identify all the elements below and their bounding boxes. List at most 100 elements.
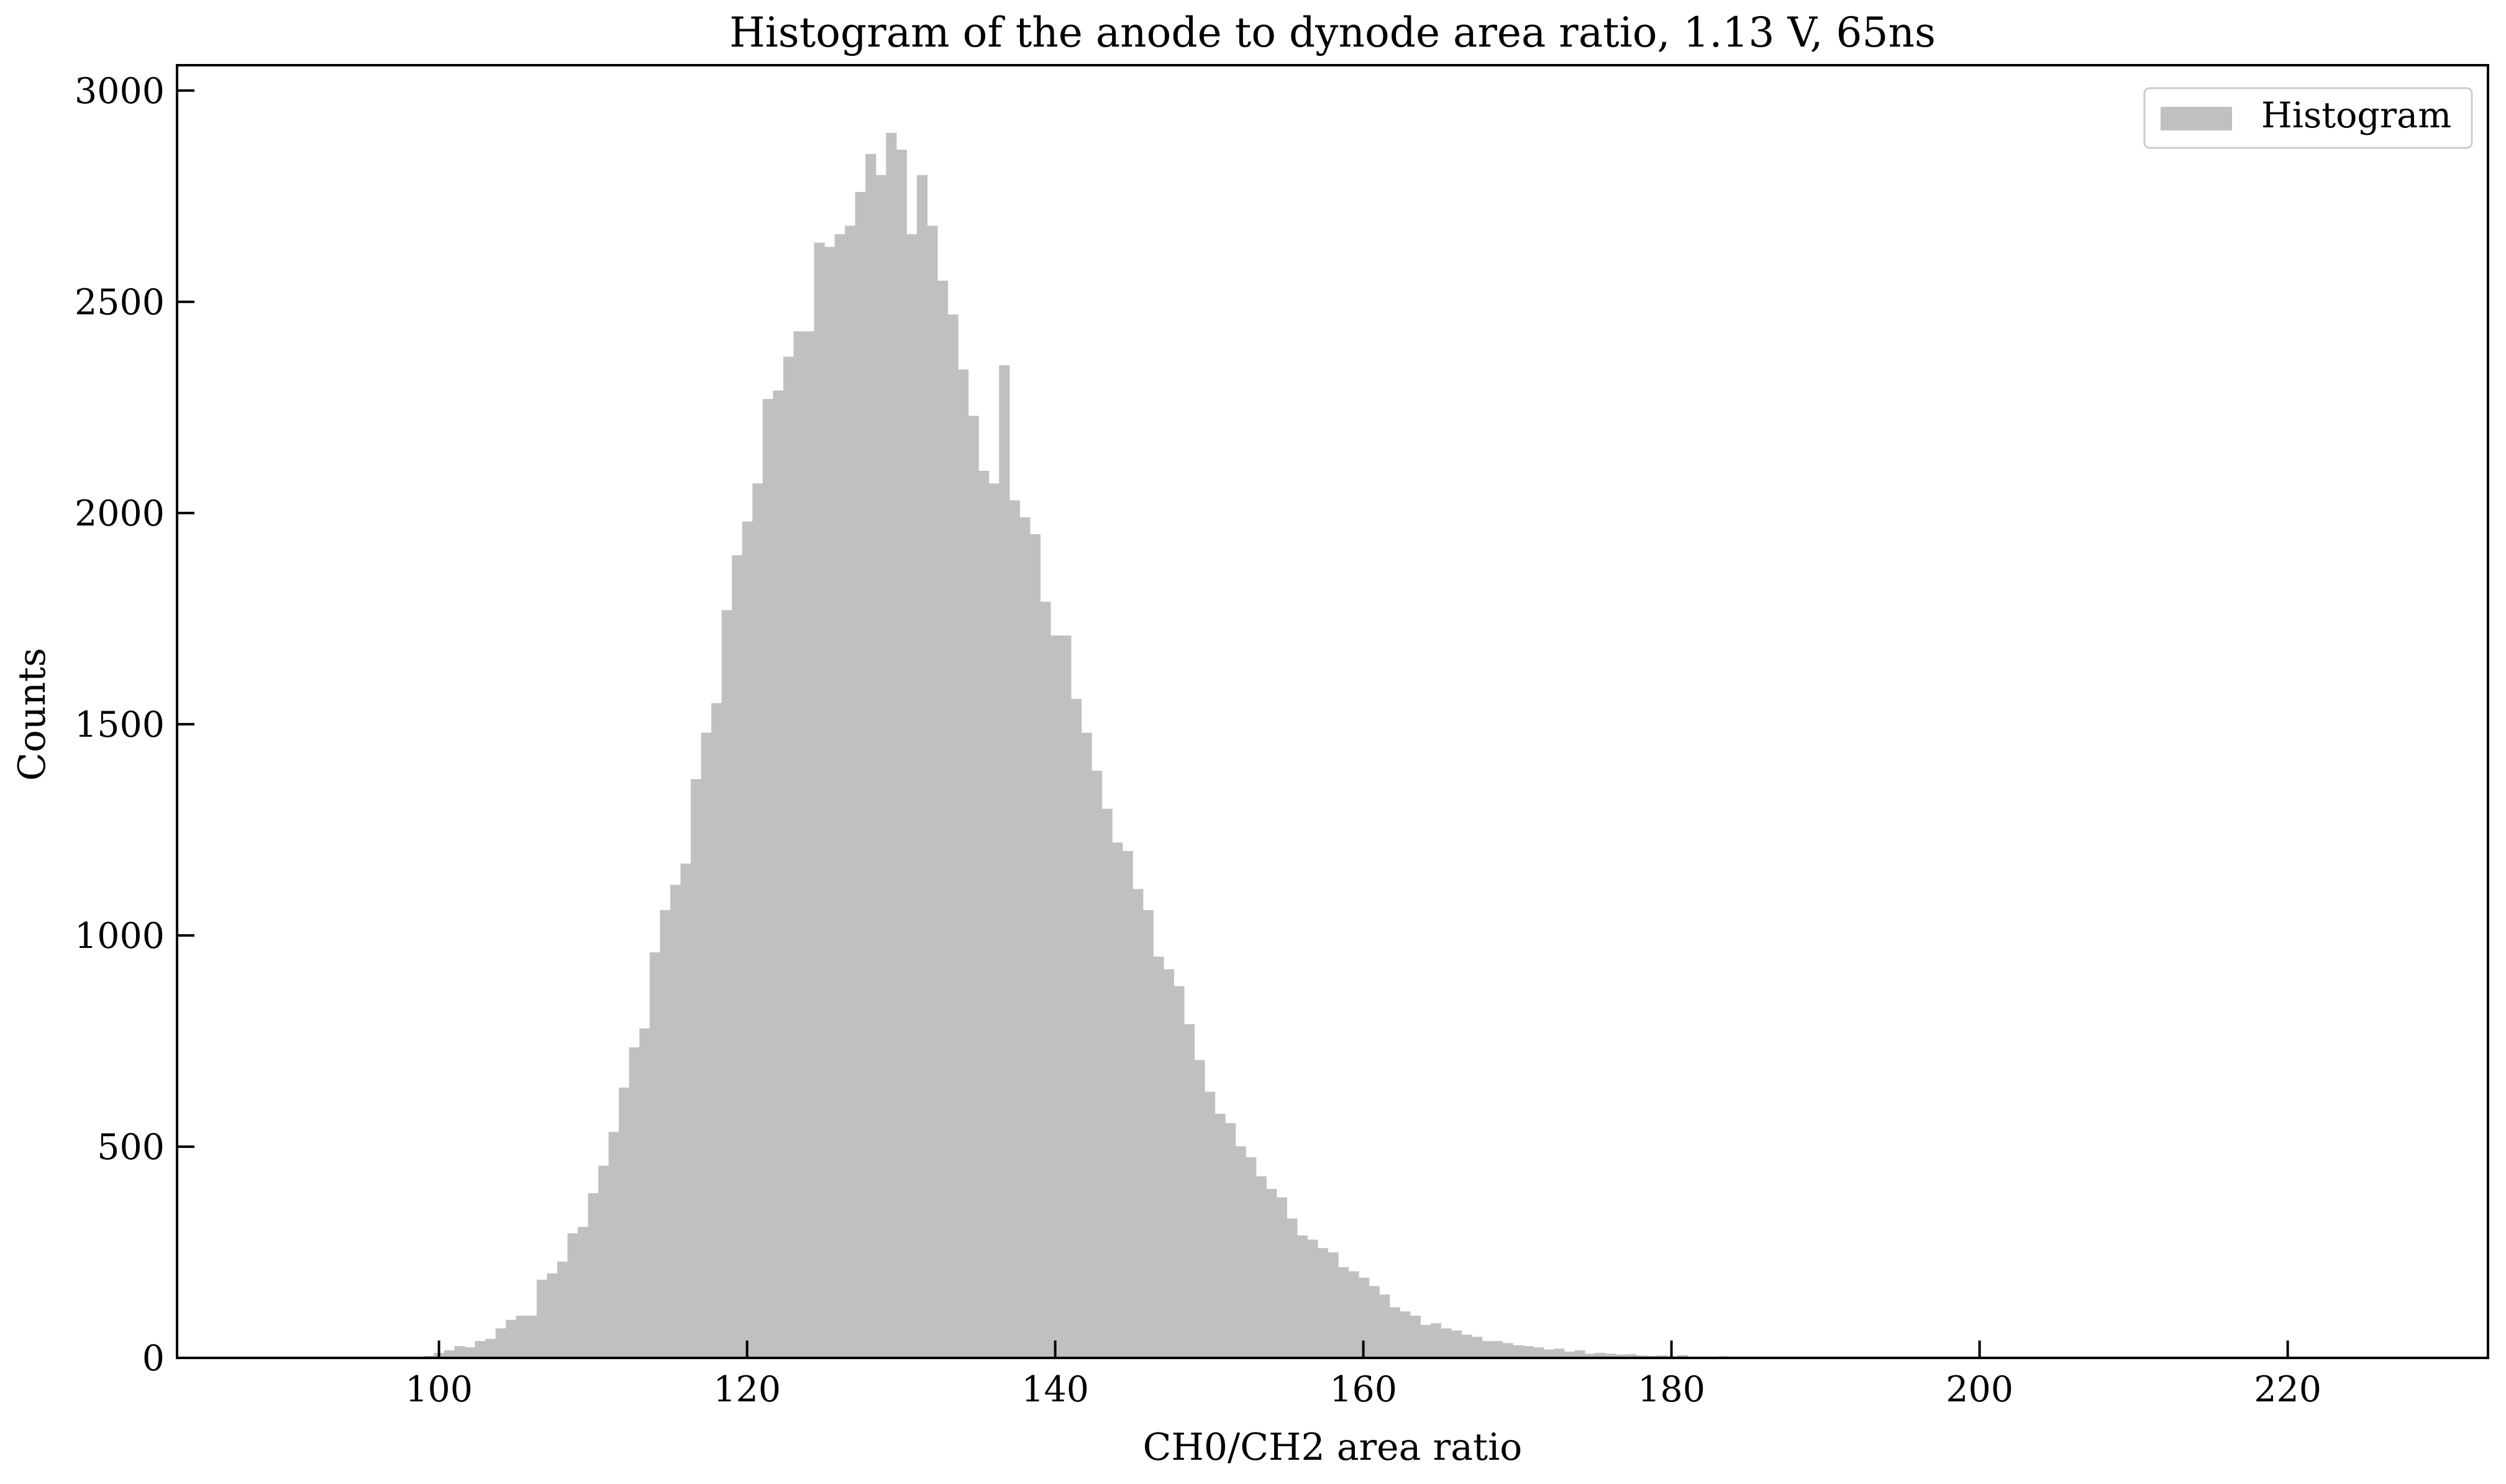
histogram-bar bbox=[1317, 1248, 1329, 1358]
histogram-bar bbox=[1523, 1345, 1534, 1358]
histogram-bar bbox=[1615, 1354, 1626, 1358]
histogram-bar bbox=[536, 1280, 547, 1358]
legend-box bbox=[2143, 87, 2473, 149]
histogram-bar bbox=[916, 175, 928, 1358]
histogram-bar bbox=[557, 1261, 568, 1358]
histogram-bar bbox=[598, 1165, 609, 1358]
histogram-bar bbox=[783, 357, 794, 1358]
histogram-bar bbox=[454, 1345, 465, 1358]
x-tick-label: 180 bbox=[1638, 1369, 1705, 1410]
histogram-bar bbox=[1430, 1323, 1442, 1358]
histogram-bar bbox=[1246, 1157, 1257, 1358]
histogram-bar bbox=[1225, 1122, 1236, 1358]
histogram-bar bbox=[927, 225, 938, 1358]
histogram-bar bbox=[506, 1319, 517, 1358]
histogram-bar bbox=[485, 1339, 496, 1358]
histogram-bar bbox=[1296, 1235, 1308, 1358]
y-axis-label: Counts bbox=[11, 648, 54, 781]
y-tick-label: 1500 bbox=[75, 704, 165, 745]
histogram-bar bbox=[578, 1227, 589, 1358]
histogram-bar bbox=[660, 910, 671, 1358]
histogram-bar bbox=[1359, 1277, 1370, 1358]
histogram-bar bbox=[803, 331, 815, 1359]
histogram-bar bbox=[629, 1047, 640, 1358]
histogram-bar bbox=[1060, 635, 1072, 1358]
histogram-bar bbox=[1214, 1113, 1226, 1358]
histogram-bar bbox=[1626, 1354, 1637, 1358]
histogram-bar bbox=[526, 1315, 537, 1358]
histogram-bar bbox=[978, 470, 990, 1358]
y-tick-label: 500 bbox=[97, 1127, 165, 1168]
histogram-bar bbox=[588, 1193, 599, 1358]
histogram-bar bbox=[690, 779, 702, 1358]
histogram-bar bbox=[1656, 1355, 1668, 1358]
y-tick-label: 2000 bbox=[75, 493, 165, 534]
histogram-bar bbox=[886, 132, 897, 1358]
histogram-bar bbox=[732, 555, 743, 1358]
histogram-bar bbox=[1132, 889, 1144, 1358]
histogram-bar bbox=[1420, 1324, 1431, 1358]
histogram-bar bbox=[475, 1341, 486, 1358]
histogram-bar bbox=[793, 331, 804, 1359]
histogram-bar bbox=[1502, 1343, 1513, 1358]
histogram-bar bbox=[1379, 1294, 1390, 1358]
histogram-bar bbox=[1235, 1146, 1246, 1358]
histogram-bar bbox=[814, 242, 825, 1358]
histogram-bar bbox=[1287, 1218, 1298, 1358]
histogram-bar bbox=[1348, 1271, 1359, 1358]
histogram-bar bbox=[1441, 1328, 1452, 1358]
histogram-bar bbox=[619, 1087, 630, 1358]
histogram-bars bbox=[331, 132, 1945, 1359]
histogram-bar bbox=[1400, 1311, 1411, 1358]
histogram-bar bbox=[721, 610, 732, 1358]
histogram-bar bbox=[762, 399, 773, 1358]
histogram-bar bbox=[1081, 732, 1092, 1358]
histogram-bar bbox=[875, 175, 886, 1358]
histogram-bar bbox=[608, 1132, 619, 1358]
histogram-bar bbox=[1585, 1354, 1596, 1358]
histogram-bar bbox=[567, 1233, 578, 1358]
histogram-bar bbox=[1307, 1239, 1318, 1358]
histogram-bar bbox=[834, 234, 845, 1358]
histogram-bar bbox=[1019, 517, 1031, 1359]
histogram-bar bbox=[670, 885, 681, 1358]
legend-label: Histogram bbox=[2261, 95, 2451, 136]
histogram-bar bbox=[1389, 1307, 1400, 1358]
plot-frame bbox=[176, 64, 2489, 1359]
histogram-bar bbox=[1163, 969, 1175, 1358]
histogram-bar bbox=[1153, 956, 1164, 1358]
histogram-bar bbox=[855, 192, 866, 1358]
histogram-bar bbox=[639, 1028, 650, 1358]
y-axis-ticks: 0 500 1000 1500 2000 2500 3000 bbox=[75, 71, 194, 1379]
histogram-bar bbox=[1677, 1355, 1688, 1358]
histogram-bar bbox=[1605, 1354, 1616, 1358]
histogram-bar bbox=[1636, 1355, 1647, 1358]
histogram-bar bbox=[906, 234, 918, 1358]
histogram-bar bbox=[1554, 1349, 1565, 1358]
histogram-bar bbox=[495, 1328, 506, 1358]
histogram-bar bbox=[1328, 1252, 1339, 1358]
histogram-bar bbox=[1142, 910, 1154, 1358]
y-tick-label: 0 bbox=[142, 1338, 165, 1379]
x-tick-label: 220 bbox=[2254, 1369, 2321, 1410]
chart-title: Histogram of the anode to dynode area ra… bbox=[729, 9, 1936, 57]
x-tick-label: 160 bbox=[1329, 1369, 1397, 1410]
histogram-bar bbox=[1564, 1351, 1575, 1358]
histogram-bar bbox=[711, 703, 722, 1358]
histogram-bar bbox=[896, 150, 907, 1358]
histogram-bar bbox=[1029, 534, 1041, 1358]
y-tick-label: 1000 bbox=[75, 916, 165, 957]
histogram-bar bbox=[845, 225, 856, 1358]
histogram-bar bbox=[865, 153, 877, 1358]
x-tick-label: 140 bbox=[1021, 1369, 1089, 1410]
histogram-bar bbox=[968, 416, 979, 1359]
histogram-bar bbox=[1276, 1197, 1287, 1358]
y-tick-label: 3000 bbox=[75, 71, 165, 112]
histogram-bar bbox=[1122, 850, 1133, 1358]
histogram-bar bbox=[1205, 1091, 1216, 1358]
histogram-bar bbox=[1595, 1352, 1606, 1358]
histogram-bar bbox=[1338, 1267, 1349, 1358]
histogram-bar bbox=[1533, 1347, 1544, 1358]
histogram-bar bbox=[999, 365, 1010, 1358]
histogram-bar bbox=[1369, 1286, 1380, 1358]
